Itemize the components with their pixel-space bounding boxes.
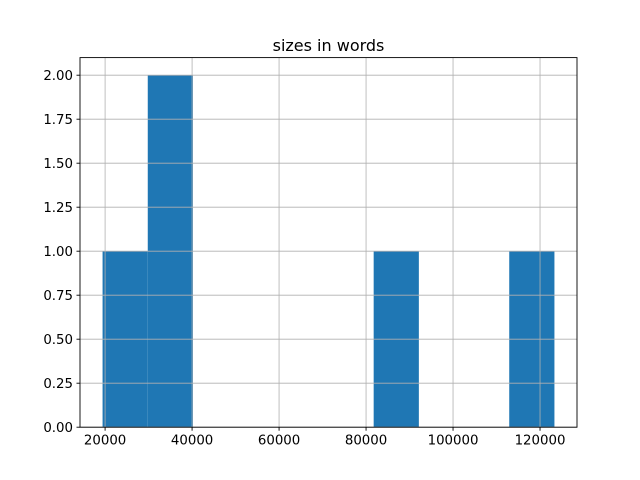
y-tick-label: 0.00 [43, 421, 73, 436]
x-tick-label: 120000 [515, 434, 566, 449]
y-tick-label: 1.50 [43, 157, 73, 172]
x-tick-label: 20000 [84, 434, 126, 449]
x-tick-label: 60000 [258, 434, 300, 449]
grid-layer [80, 57, 577, 428]
y-tick-label: 1.75 [43, 113, 73, 128]
x-tick-label: 100000 [428, 434, 479, 449]
y-tick-label: 1.00 [43, 245, 73, 260]
axes-spines [79, 57, 578, 428]
y-tick-label: 1.25 [43, 201, 73, 216]
x-tick-label: 80000 [345, 434, 387, 449]
y-tick-label: 0.75 [43, 289, 73, 304]
y-tick-label: 0.25 [43, 377, 73, 392]
y-tick-label: 0.50 [43, 333, 73, 348]
axes-layer: 20000 40000 60000 80000 100000 120000 0.00 0.25… [43, 57, 578, 449]
chart-title: sizes in words [273, 36, 385, 55]
y-tick-label: 2.00 [43, 69, 73, 84]
x-tick-label: 40000 [171, 434, 213, 449]
